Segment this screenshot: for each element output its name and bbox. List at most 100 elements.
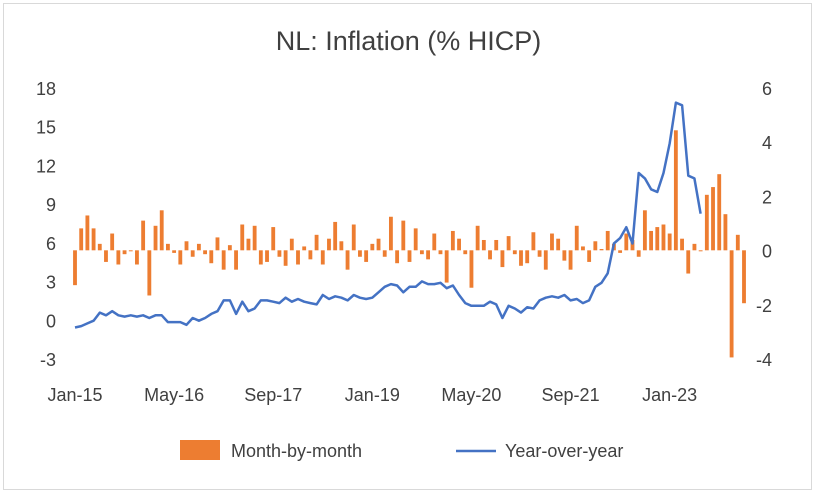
- bar: [240, 224, 245, 251]
- legend: Month-by-month Year-over-year: [180, 440, 623, 461]
- bar: [128, 250, 133, 252]
- bar: [147, 250, 152, 296]
- bar: [711, 187, 715, 251]
- bar: [661, 224, 666, 251]
- bar: [624, 233, 629, 251]
- bar: [122, 250, 127, 255]
- bar: [413, 228, 418, 251]
- bar: [345, 250, 350, 270]
- line-series-year-over-year: [74, 101, 702, 329]
- bar: [85, 215, 90, 251]
- bar: [320, 250, 325, 265]
- bar: [252, 225, 257, 251]
- bar: [73, 250, 77, 286]
- bar: [481, 239, 486, 251]
- bar: [568, 250, 573, 270]
- bar: [618, 250, 623, 253]
- bar: [723, 214, 728, 251]
- bar: [457, 238, 461, 251]
- bar: [599, 249, 604, 251]
- right-axis-tick-label: 6: [762, 79, 772, 99]
- bar-series-layer: [73, 130, 746, 358]
- bar: [587, 250, 592, 262]
- legend-swatch-month-by-month: [180, 440, 220, 460]
- bar: [550, 233, 554, 251]
- bar: [673, 130, 678, 251]
- bar: [537, 250, 542, 257]
- bar: [283, 250, 288, 266]
- bar: [525, 250, 530, 264]
- bar: [97, 243, 102, 251]
- bar: [333, 221, 338, 251]
- bar: [593, 241, 598, 251]
- right-axis-tick-label: -2: [756, 296, 772, 316]
- bar: [432, 233, 437, 251]
- bar: [519, 250, 523, 266]
- bar: [339, 241, 344, 251]
- bar: [512, 250, 517, 255]
- bar: [327, 238, 331, 251]
- bar: [308, 250, 313, 260]
- bar: [227, 245, 232, 251]
- left-axis-tick-label: 18: [36, 79, 56, 99]
- bar: [742, 250, 746, 304]
- right-axis-tick-label: 4: [762, 133, 772, 153]
- bar: [116, 250, 121, 265]
- bar: [190, 250, 195, 257]
- bar: [178, 250, 183, 265]
- bar: [159, 210, 164, 251]
- bar: [196, 243, 201, 251]
- bar: [469, 250, 474, 288]
- bar: [141, 220, 146, 251]
- bar: [630, 239, 635, 251]
- bar: [110, 233, 115, 251]
- bar: [475, 225, 480, 251]
- bar: [562, 250, 567, 261]
- bar: [444, 250, 449, 283]
- chart-title: NL: Inflation (% HICP): [275, 26, 542, 56]
- bar: [401, 220, 406, 251]
- bar: [704, 194, 709, 251]
- x-axis-tick-label: Jan-19: [345, 385, 400, 405]
- bar: [91, 228, 96, 251]
- bar: [376, 238, 381, 251]
- right-axis-tick-label: -4: [756, 350, 772, 370]
- bar: [649, 230, 654, 251]
- bar: [135, 250, 139, 265]
- bar: [407, 250, 412, 262]
- bar: [729, 250, 734, 358]
- bar: [364, 250, 369, 262]
- bar: [463, 250, 468, 255]
- bar: [717, 174, 722, 251]
- right-axis-tick-label: 2: [762, 187, 772, 207]
- legend-label-month-by-month: Month-by-month: [231, 441, 362, 461]
- line-series-layer: [74, 101, 702, 329]
- left-axis-tick-label: -3: [40, 350, 56, 370]
- bar: [104, 250, 108, 262]
- bar: [215, 237, 220, 251]
- x-axis-tick-label: Jan-23: [642, 385, 697, 405]
- bar: [438, 250, 443, 255]
- bar: [506, 236, 511, 251]
- bar: [680, 238, 684, 251]
- bar: [265, 250, 269, 262]
- x-axis-tick-label: May-20: [441, 385, 501, 405]
- bar: [488, 250, 492, 260]
- bar: [388, 216, 393, 251]
- bar: [574, 225, 579, 251]
- bar: [605, 230, 610, 251]
- bar: [153, 225, 158, 251]
- x-axis-tick-label: Sep-17: [244, 385, 302, 405]
- bar: [296, 250, 300, 265]
- bar: [203, 250, 208, 255]
- left-axis-tick-label: 9: [46, 195, 56, 215]
- bar: [692, 243, 697, 251]
- bar: [165, 243, 170, 251]
- bar: [289, 238, 294, 251]
- left-axis-tick-label: 0: [46, 311, 56, 331]
- bar: [642, 210, 647, 251]
- x-axis-tick-label: Sep-21: [542, 385, 600, 405]
- bar: [735, 234, 740, 251]
- x-axis-tick-label: Jan-15: [47, 385, 102, 405]
